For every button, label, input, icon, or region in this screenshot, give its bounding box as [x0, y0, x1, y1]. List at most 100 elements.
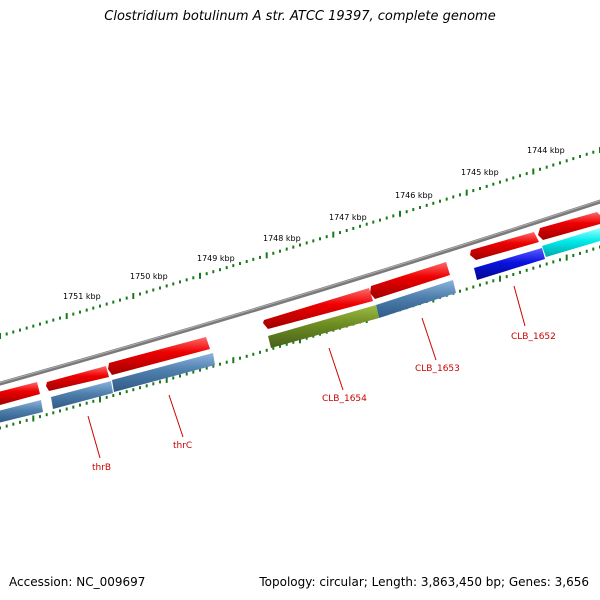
minor-tick — [12, 422, 15, 426]
minor-tick — [199, 368, 201, 372]
scale-label: 1751 kbp — [63, 292, 101, 301]
minor-tick — [552, 163, 555, 167]
gene-steel-thrb[interactable] — [51, 381, 113, 409]
minor-tick — [45, 413, 48, 417]
minor-tick — [45, 320, 48, 324]
gene-olive-clb-1654[interactable] — [268, 305, 379, 348]
minor-tick — [525, 172, 528, 176]
minor-tick — [172, 282, 175, 286]
minor-tick — [85, 401, 88, 405]
map-title: Clostridium botulinum A str. ATCC 19397,… — [104, 9, 496, 24]
minor-tick — [72, 312, 75, 316]
minor-tick — [292, 245, 295, 249]
minor-tick — [539, 264, 541, 268]
outer-tick-ring — [0, 147, 600, 339]
minor-tick — [72, 405, 75, 409]
gene-labels: CLB_1652 CLB_1653 CLB_1654 thrC thrB — [92, 332, 556, 473]
minor-tick — [172, 376, 175, 380]
forward-strand-genes — [0, 212, 600, 405]
scale-label: 1747 kbp — [329, 213, 367, 222]
gene-label[interactable]: thrC — [173, 441, 192, 451]
label-leader-lines — [87, 285, 526, 459]
minor-tick — [232, 264, 235, 268]
gene-label[interactable]: CLB_1654 — [322, 394, 367, 404]
minor-tick — [385, 216, 388, 220]
leader-line — [513, 285, 526, 327]
genome-backbone — [0, 199, 600, 386]
gene-cyan[interactable] — [542, 228, 600, 257]
minor-tick — [245, 354, 248, 358]
gene-label[interactable]: CLB_1652 — [511, 332, 556, 342]
minor-tick — [572, 254, 575, 257]
minor-tick — [0, 426, 1, 430]
minor-tick — [505, 275, 508, 279]
minor-tick — [585, 152, 588, 156]
minor-tick — [519, 174, 521, 178]
gene-arrow-forward[interactable] — [108, 337, 210, 375]
minor-tick — [152, 288, 155, 292]
scale-label: 1750 kbp — [130, 272, 168, 281]
minor-tick — [59, 409, 61, 413]
minor-tick — [492, 182, 495, 186]
gene-arrow-forward[interactable] — [370, 262, 450, 299]
major-tick — [299, 337, 301, 344]
minor-tick — [192, 370, 195, 374]
gene-steel-thrc[interactable] — [112, 353, 215, 392]
minor-tick — [392, 214, 395, 218]
gene-steel-clb-1653[interactable] — [376, 280, 456, 318]
minor-tick — [492, 279, 495, 283]
gene-arrow-forward[interactable] — [538, 212, 600, 240]
minor-tick — [159, 380, 161, 384]
gene-arrow-forward[interactable] — [263, 288, 373, 329]
major-tick — [465, 189, 468, 196]
minor-tick — [105, 395, 108, 399]
scale-label: 1749 kbp — [197, 254, 235, 263]
minor-tick — [205, 272, 208, 276]
minor-tick — [545, 165, 548, 169]
minor-tick — [52, 411, 55, 415]
minor-tick — [592, 150, 595, 154]
minor-tick — [439, 199, 441, 203]
gene-arrow-forward[interactable] — [0, 382, 40, 405]
major-tick — [32, 415, 35, 422]
major-tick — [232, 357, 235, 364]
minor-tick — [252, 257, 255, 261]
minor-tick — [479, 187, 481, 190]
gene-label[interactable]: CLB_1653 — [415, 364, 460, 374]
minor-tick — [259, 350, 261, 354]
minor-tick — [279, 249, 281, 253]
minor-tick — [125, 390, 128, 394]
gene-steel[interactable] — [0, 400, 43, 423]
minor-tick — [19, 328, 21, 332]
minor-tick — [179, 280, 181, 284]
minor-tick — [479, 283, 481, 287]
minor-tick — [425, 203, 428, 207]
minor-tick — [192, 276, 195, 280]
minor-tick — [299, 243, 301, 247]
gene-label[interactable]: thrB — [92, 463, 111, 473]
major-tick — [132, 293, 135, 299]
gene-blue-clb-1652[interactable] — [474, 248, 545, 280]
minor-tick — [105, 302, 108, 306]
minor-tick — [152, 382, 155, 386]
major-tick — [332, 231, 335, 238]
gene-arrow-forward[interactable] — [470, 232, 539, 260]
gene-arrow-forward[interactable] — [46, 366, 109, 391]
genome-backbone-highlight — [0, 200, 600, 384]
minor-tick — [312, 239, 315, 243]
major-tick — [0, 333, 1, 339]
major-tick — [499, 275, 501, 282]
minor-tick — [305, 336, 308, 340]
scale-label: 1746 kbp — [395, 191, 433, 200]
minor-tick — [145, 384, 148, 388]
minor-tick — [519, 270, 521, 274]
minor-tick — [5, 424, 8, 428]
minor-tick — [79, 310, 81, 314]
minor-tick — [319, 237, 321, 241]
minor-tick — [505, 178, 508, 182]
minor-tick — [545, 262, 548, 266]
minor-tick — [265, 348, 268, 352]
minor-tick — [179, 374, 181, 378]
minor-tick — [459, 289, 461, 293]
